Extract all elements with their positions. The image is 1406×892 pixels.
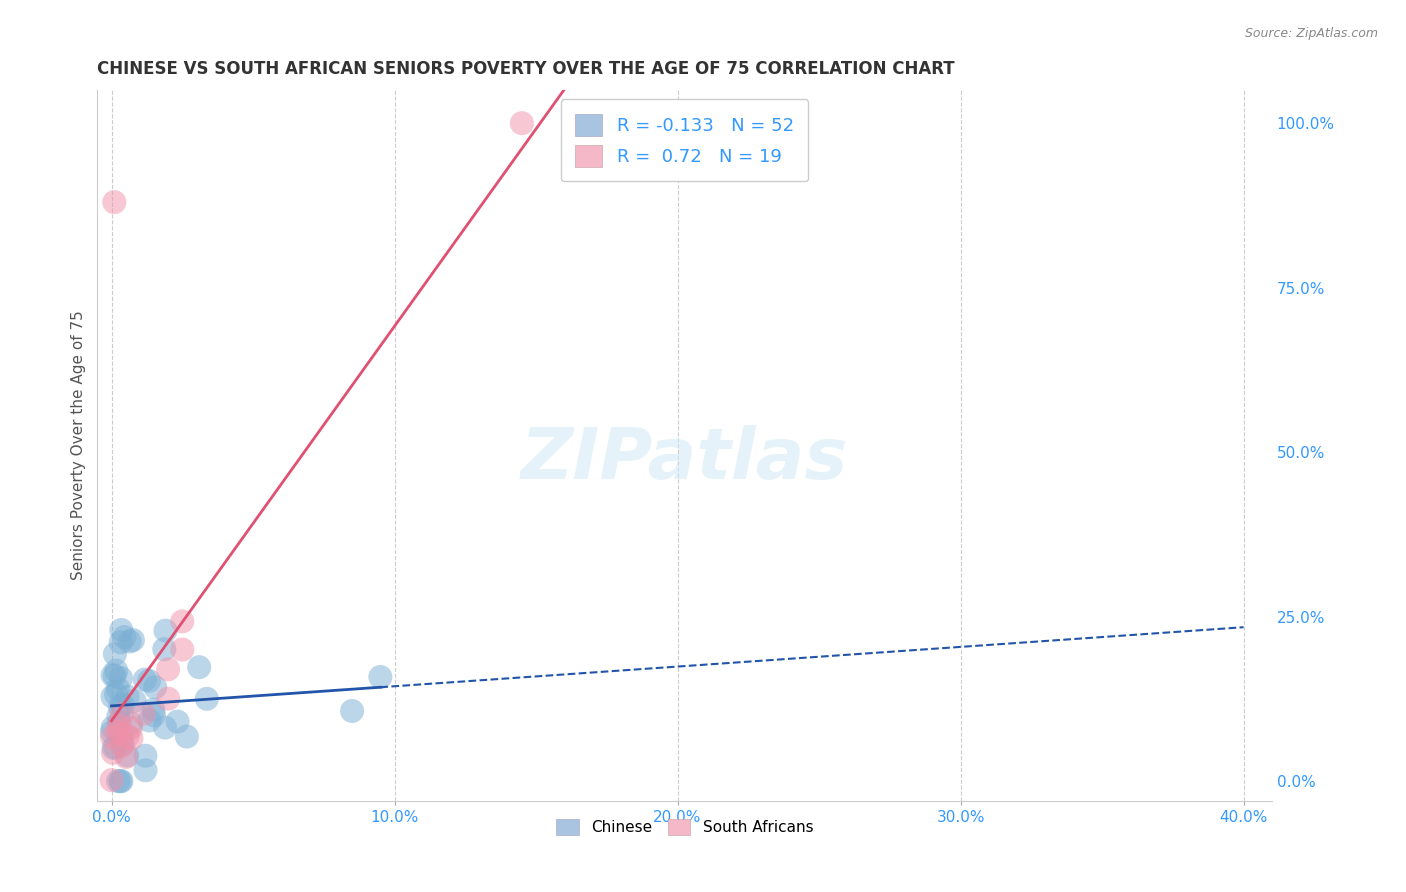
Point xyxy=(107,774,129,789)
Point xyxy=(124,694,146,708)
Point xyxy=(370,670,392,684)
Point xyxy=(101,731,124,745)
Point xyxy=(157,662,180,676)
Point xyxy=(176,730,198,744)
Point xyxy=(114,630,136,644)
Point xyxy=(101,721,124,735)
Point xyxy=(340,704,363,718)
Point xyxy=(138,714,160,728)
Point xyxy=(134,673,156,687)
Point xyxy=(107,718,129,732)
Point xyxy=(172,615,194,629)
Point xyxy=(120,721,142,735)
Point xyxy=(115,748,138,763)
Point xyxy=(108,715,131,730)
Point xyxy=(111,698,134,712)
Point xyxy=(110,623,132,637)
Point xyxy=(172,642,194,657)
Point xyxy=(101,746,124,760)
Point xyxy=(110,635,132,649)
Point xyxy=(107,724,129,739)
Point xyxy=(101,725,124,739)
Point xyxy=(134,748,156,763)
Point xyxy=(510,116,533,130)
Point xyxy=(107,709,129,723)
Point xyxy=(110,671,132,685)
Point xyxy=(101,668,124,682)
Point xyxy=(153,642,176,657)
Text: ZIPatlas: ZIPatlas xyxy=(522,425,848,494)
Point xyxy=(153,721,176,735)
Text: CHINESE VS SOUTH AFRICAN SENIORS POVERTY OVER THE AGE OF 75 CORRELATION CHART: CHINESE VS SOUTH AFRICAN SENIORS POVERTY… xyxy=(97,60,955,78)
Point xyxy=(111,739,134,753)
Point xyxy=(188,660,211,674)
Point xyxy=(166,714,188,729)
Point xyxy=(107,681,129,696)
Point xyxy=(117,690,139,704)
Point xyxy=(104,739,127,754)
Point xyxy=(100,773,122,788)
Point xyxy=(105,664,128,678)
Point xyxy=(110,774,132,789)
Point xyxy=(132,706,155,721)
Point xyxy=(155,624,177,638)
Point xyxy=(110,774,132,789)
Point xyxy=(103,741,125,756)
Point xyxy=(111,737,134,751)
Point xyxy=(117,729,139,743)
Point xyxy=(138,673,160,688)
Point xyxy=(115,750,138,764)
Point xyxy=(104,687,127,701)
Point xyxy=(120,716,142,731)
Point xyxy=(118,634,141,648)
Point xyxy=(195,691,218,706)
Point xyxy=(104,647,127,661)
Point xyxy=(111,707,134,722)
Point xyxy=(157,691,180,706)
Point xyxy=(122,633,145,648)
Point xyxy=(134,764,156,778)
Point xyxy=(103,195,125,210)
Point xyxy=(101,690,124,704)
Y-axis label: Seniors Poverty Over the Age of 75: Seniors Poverty Over the Age of 75 xyxy=(72,310,86,581)
Legend: Chinese, South Africans: Chinese, South Africans xyxy=(548,812,821,843)
Point xyxy=(110,727,132,741)
Point xyxy=(108,699,131,714)
Point xyxy=(120,731,142,746)
Point xyxy=(104,669,127,683)
Point xyxy=(111,730,134,744)
Point xyxy=(142,708,165,723)
Point xyxy=(142,703,165,717)
Text: Source: ZipAtlas.com: Source: ZipAtlas.com xyxy=(1244,27,1378,40)
Point xyxy=(143,681,166,695)
